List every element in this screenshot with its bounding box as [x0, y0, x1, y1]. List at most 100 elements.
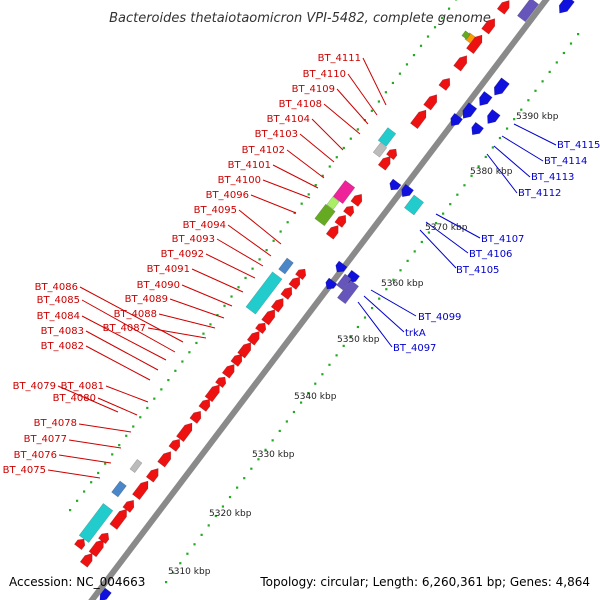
forward-gene-shape [410, 109, 427, 130]
right-tick-dot [335, 354, 338, 357]
purple-feature [336, 273, 352, 291]
left-tick-dot [216, 314, 219, 317]
right-connector-line [501, 135, 544, 162]
left-tick-dot [83, 490, 86, 493]
gene-label-bt-4112[interactable]: BT_4112 [518, 188, 561, 199]
forward-gene [280, 286, 293, 300]
right-tick-dot [172, 571, 175, 574]
gene-label-bt-4114[interactable]: BT_4114 [544, 156, 587, 167]
gene-label-bt-4100[interactable]: BT_4100 [218, 175, 261, 186]
gene-label-bt-4110[interactable]: BT_4110 [303, 69, 346, 80]
magenta-feature-shape [332, 180, 356, 204]
forward-gene [295, 268, 307, 281]
gene-label-bt-4099[interactable]: BT_4099 [418, 312, 461, 323]
gene-label-bt-4104[interactable]: BT_4104 [267, 114, 310, 125]
gene-label-bt-4102[interactable]: BT_4102 [242, 145, 285, 156]
cyan-feature-shape [245, 271, 283, 315]
gene-label-bt-4091[interactable]: BT_4091 [147, 264, 190, 275]
gene-label-bt-4108[interactable]: BT_4108 [279, 99, 322, 110]
gene-label-bt-4088[interactable]: BT_4088 [114, 309, 157, 320]
gene-label-bt-4089[interactable]: BT_4089 [125, 294, 168, 305]
gene-label-bt-4097[interactable]: BT_4097 [393, 343, 436, 354]
gene-label-bt-4079[interactable]: BT_4079 [13, 381, 56, 392]
left-tick-dot [440, 16, 444, 20]
lightgreen-feature [326, 196, 340, 210]
gene-label-bt-4101[interactable]: BT_4101 [228, 160, 271, 171]
gene-label-bt-4083[interactable]: BT_4083 [41, 326, 84, 337]
gene-label-bt-4113[interactable]: BT_4113 [531, 172, 574, 183]
gene-label-bt-4094[interactable]: BT_4094 [183, 220, 226, 231]
forward-gene [132, 480, 149, 501]
right-connector-line [357, 301, 393, 348]
gene-label-bt-4082[interactable]: BT_4082 [41, 341, 84, 352]
left-tick-dot [398, 72, 402, 75]
forward-gene-shape [377, 156, 391, 171]
gene-label-bt-4111[interactable]: BT_4111 [318, 53, 361, 64]
forward-gene-shape [423, 94, 438, 111]
reverse-gene-shape [389, 178, 402, 191]
right-tick-dot [179, 562, 182, 565]
forward-gene [423, 94, 438, 111]
left-tick-dot [342, 146, 345, 150]
forward-gene-shape [325, 225, 339, 240]
right-tick-dot [321, 373, 324, 376]
right-tick-dot [463, 184, 466, 187]
left-tick-dot [272, 239, 275, 242]
gene-label-bt-4080[interactable]: BT_4080 [53, 393, 96, 404]
forward-gene-shape [168, 438, 181, 452]
purple-feature-shape [336, 273, 352, 291]
left-tick-dot [132, 425, 135, 428]
gene-label-bt-4078[interactable]: BT_4078 [34, 418, 77, 429]
reverse-gene-shape [493, 77, 510, 96]
right-tick-dot [548, 70, 551, 73]
right-tick-dot [477, 165, 480, 168]
left-tick-dot [202, 332, 205, 335]
gray-feature-shape [372, 142, 388, 158]
gene-label-bt-4087[interactable]: BT_4087 [103, 323, 146, 334]
gene-label-bt-4096[interactable]: BT_4096 [206, 190, 249, 201]
tick-dots [69, 0, 580, 584]
gene-label-bt-4106[interactable]: BT_4106 [469, 249, 512, 260]
olive-feature [314, 203, 336, 227]
gene-label-bt-4084[interactable]: BT_4084 [37, 311, 80, 322]
gene-label-bt-4090[interactable]: BT_4090 [137, 280, 180, 291]
left-connector-line [323, 103, 361, 135]
forward-gene [204, 384, 220, 403]
gene-label-bt-4103[interactable]: BT_4103 [255, 129, 298, 140]
forward-gene [334, 214, 347, 228]
gene-label-bt-4092[interactable]: BT_4092 [161, 249, 204, 260]
left-connector-line [81, 299, 176, 353]
gene-label-bt-4095[interactable]: BT_4095 [194, 205, 237, 216]
gene-label-bt-4077[interactable]: BT_4077 [24, 434, 67, 445]
gene-label-bt-4085[interactable]: BT_4085 [37, 295, 80, 306]
right-connector-line [370, 289, 417, 317]
left-connector-line [272, 164, 319, 189]
magenta-feature [332, 180, 356, 204]
reverse-gene [389, 178, 402, 191]
gene-label-bt-4093[interactable]: BT_4093 [172, 234, 215, 245]
right-tick-dot [449, 203, 452, 206]
gene-label-bt-4109[interactable]: BT_4109 [292, 84, 335, 95]
forward-gene [157, 451, 172, 468]
gene-label-trka[interactable]: trkA [405, 328, 426, 339]
left-tick-dot [426, 35, 430, 38]
gene-label-bt-4115[interactable]: BT_4115 [557, 140, 600, 151]
forward-gene-shape [157, 451, 172, 468]
left-connector-line [158, 313, 216, 329]
gene-label-bt-4105[interactable]: BT_4105 [456, 265, 499, 276]
left-tick-dot [356, 128, 359, 131]
gene-label-bt-4086[interactable]: BT_4086 [35, 282, 78, 293]
left-tick-dot [307, 193, 310, 196]
forward-gene [377, 156, 391, 171]
left-connector-line [250, 194, 297, 214]
right-tick-dot [307, 392, 310, 395]
left-tick-dot [377, 100, 380, 103]
kbp-label-5370: 5370 kbp [425, 223, 468, 233]
topology-text: Topology: circular; Length: 6,260,361 bp… [260, 575, 590, 589]
forward-gene-shape [215, 376, 227, 389]
gene-label-bt-4075[interactable]: BT_4075 [3, 465, 46, 476]
gene-label-bt-4081[interactable]: BT_4081 [61, 381, 104, 392]
gene-label-bt-4076[interactable]: BT_4076 [14, 450, 57, 461]
right-tick-dot [314, 382, 317, 385]
gene-label-bt-4107[interactable]: BT_4107 [481, 234, 524, 245]
